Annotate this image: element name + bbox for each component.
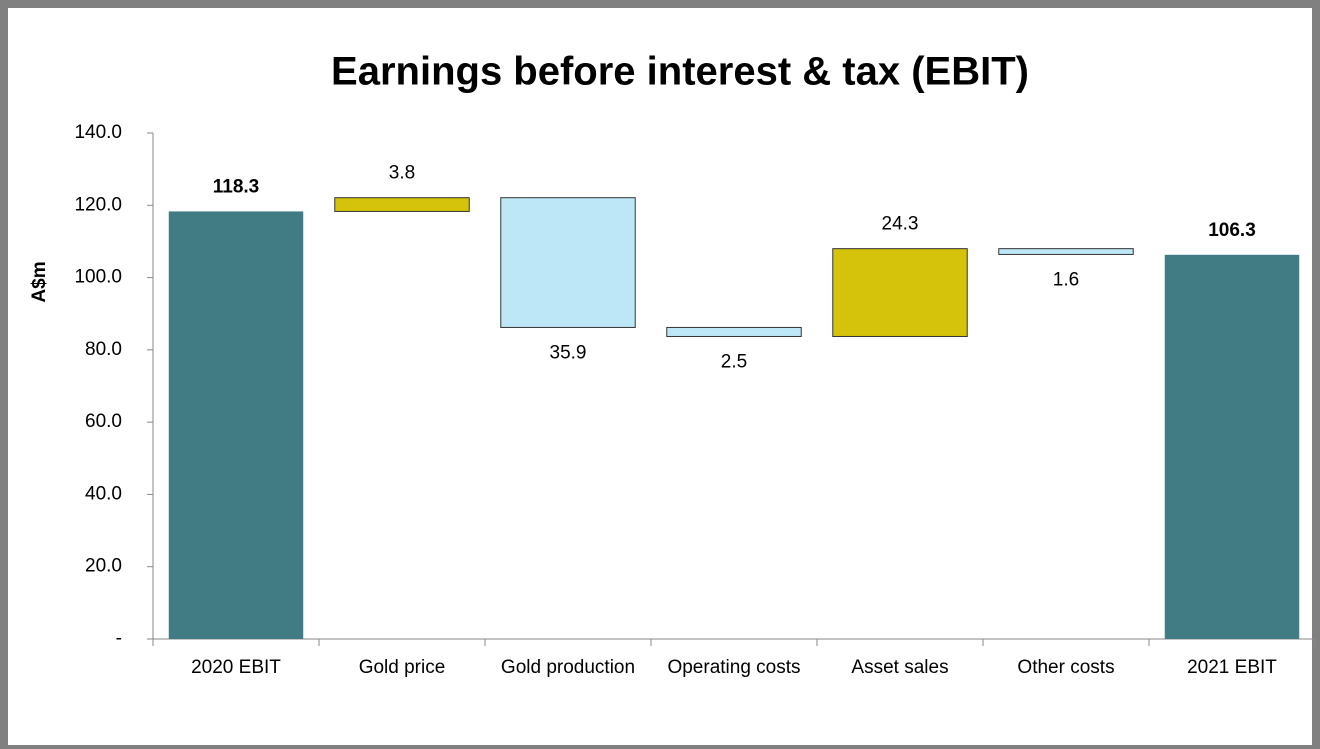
data-label: 106.3 <box>1208 220 1256 241</box>
bar <box>500 197 636 328</box>
y-axis-label: A$m <box>29 261 50 302</box>
y-tick-label: 80.0 <box>85 339 122 360</box>
bar <box>998 248 1134 255</box>
y-tick-label: 120.0 <box>74 194 122 215</box>
chart-title: Earnings before interest & tax (EBIT) <box>331 50 1029 94</box>
x-tick-label: 2020 EBIT <box>191 657 281 678</box>
data-label: 1.6 <box>1053 269 1079 290</box>
bar <box>168 211 304 639</box>
y-tick-label: 40.0 <box>85 483 122 504</box>
y-tick-label: 100.0 <box>74 267 122 288</box>
data-label: 3.8 <box>389 163 415 184</box>
x-tick-label: Operating costs <box>667 657 800 678</box>
data-label: 35.9 <box>550 342 587 363</box>
y-tick-label: 20.0 <box>85 556 122 577</box>
x-tick-label: Gold production <box>501 657 635 678</box>
data-label: 2.5 <box>721 351 747 372</box>
y-tick-label: 140.0 <box>74 122 122 143</box>
bar <box>1164 254 1300 639</box>
y-tick-label: 60.0 <box>85 411 122 432</box>
bar <box>832 248 968 337</box>
data-label: 118.3 <box>213 176 260 197</box>
x-tick-label: Asset sales <box>851 657 948 678</box>
x-tick-label: Other costs <box>1017 657 1114 678</box>
y-tick-label: - <box>116 628 122 649</box>
x-tick-label: 2021 EBIT <box>1187 657 1277 678</box>
data-label: 24.3 <box>882 214 919 235</box>
bar <box>334 197 470 212</box>
bar <box>666 326 802 337</box>
x-tick-label: Gold price <box>359 657 446 678</box>
